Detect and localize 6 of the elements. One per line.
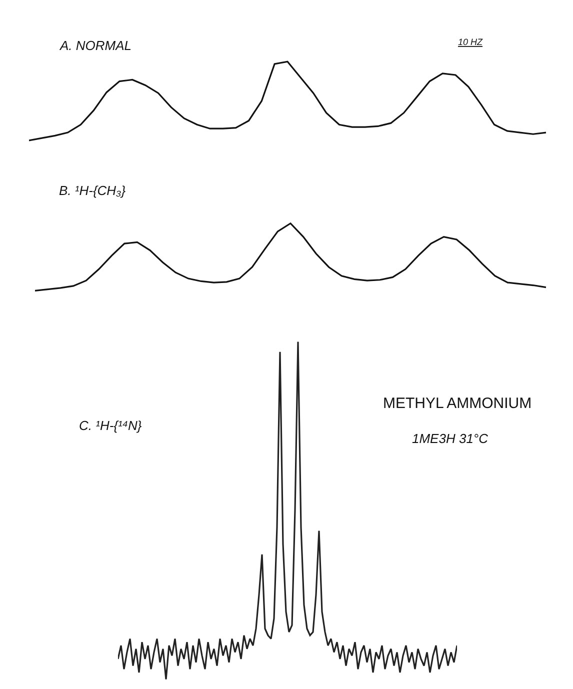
- chart-title: B. ¹H-{CH₃}: [59, 183, 126, 198]
- annotation: METHYL AMMONIUM: [383, 395, 532, 412]
- chart-title: A. NORMAL: [59, 38, 132, 53]
- text: 10 HZ: [458, 37, 484, 47]
- annotation: 1ME3H 31°C: [412, 431, 489, 446]
- text: C. ¹H-{¹⁴N}: [79, 418, 142, 433]
